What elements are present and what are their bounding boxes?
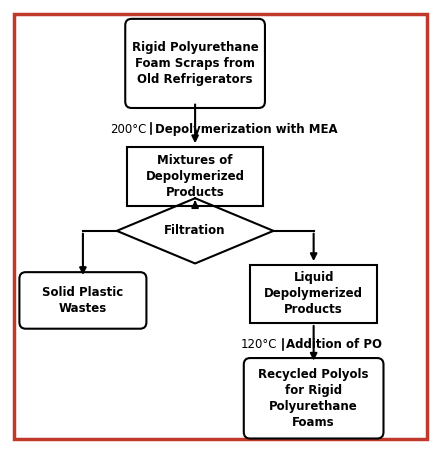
Text: Recycled Polyols
for Rigid
Polyurethane
Foams: Recycled Polyols for Rigid Polyurethane …: [258, 368, 369, 429]
FancyBboxPatch shape: [244, 358, 384, 439]
Text: Solid Plastic
Wastes: Solid Plastic Wastes: [42, 286, 123, 315]
FancyBboxPatch shape: [125, 19, 265, 108]
FancyBboxPatch shape: [250, 265, 377, 323]
Text: Depolymerization with MEA: Depolymerization with MEA: [155, 123, 337, 135]
Text: Mixtures of
Depolymerized
Products: Mixtures of Depolymerized Products: [146, 154, 245, 199]
Text: Addition of PO: Addition of PO: [286, 338, 382, 351]
Text: 120°C: 120°C: [241, 338, 278, 351]
FancyBboxPatch shape: [19, 272, 146, 329]
Text: 200°C: 200°C: [110, 123, 146, 135]
FancyBboxPatch shape: [127, 147, 263, 206]
Text: Rigid Polyurethane
Foam Scraps from
Old Refrigerators: Rigid Polyurethane Foam Scraps from Old …: [132, 41, 258, 86]
Text: Liquid
Depolymerized
Products: Liquid Depolymerized Products: [264, 271, 363, 316]
Text: Filtration: Filtration: [164, 224, 226, 237]
